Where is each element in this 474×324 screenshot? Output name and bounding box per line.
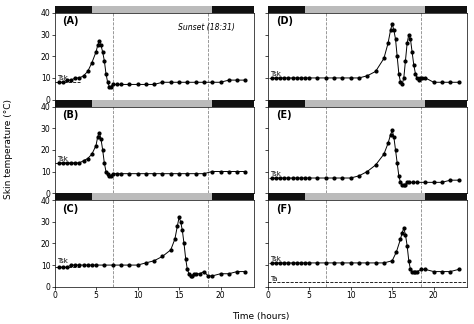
Text: (B): (B) (63, 110, 79, 120)
Text: Tsk: Tsk (57, 258, 68, 264)
Text: Ta: Ta (270, 276, 278, 282)
Text: (D): (D) (276, 17, 292, 27)
Text: Sunset (18:31): Sunset (18:31) (178, 23, 235, 32)
Text: Tsk: Tsk (57, 156, 68, 162)
Text: Tsk: Tsk (57, 75, 68, 81)
Text: Tsk: Tsk (270, 171, 281, 177)
Text: (F): (F) (276, 203, 291, 214)
Text: Time (hours): Time (hours) (232, 312, 290, 321)
Text: Tsk: Tsk (270, 256, 281, 262)
Text: (E): (E) (276, 110, 291, 120)
Text: Skin temperature (°C): Skin temperature (°C) (4, 99, 13, 199)
Text: (A): (A) (63, 17, 79, 27)
Text: (C): (C) (63, 203, 79, 214)
Text: Tsk: Tsk (270, 71, 281, 77)
